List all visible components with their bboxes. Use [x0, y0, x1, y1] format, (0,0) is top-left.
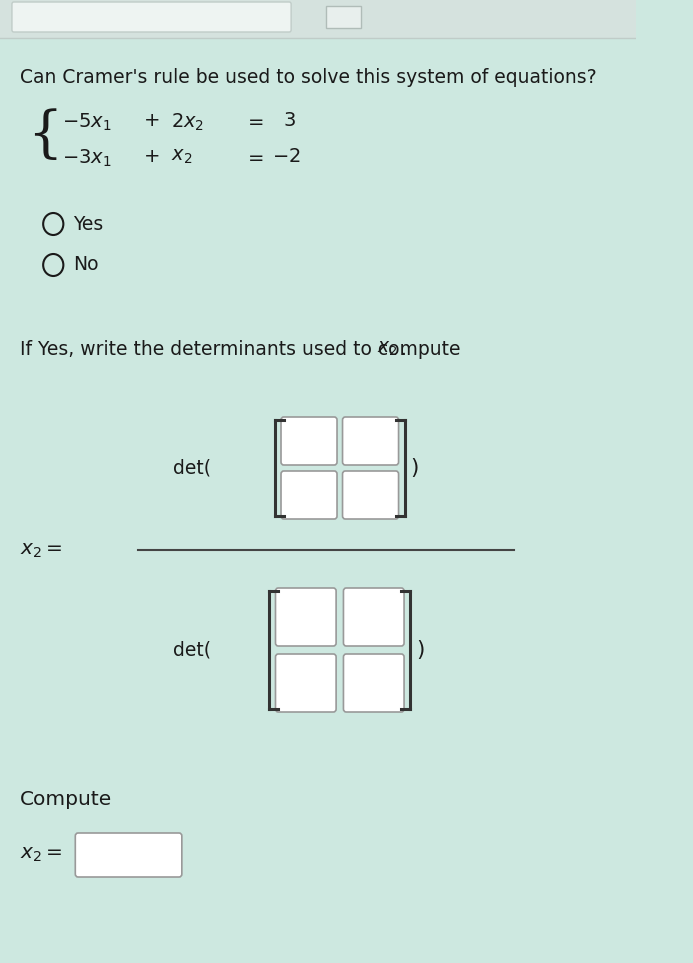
FancyBboxPatch shape [344, 654, 404, 712]
Text: $x_2 =$: $x_2 =$ [20, 846, 63, 865]
Text: $=$: $=$ [244, 112, 265, 130]
FancyBboxPatch shape [76, 833, 182, 877]
FancyBboxPatch shape [326, 6, 361, 28]
Text: det(: det( [173, 640, 211, 660]
FancyBboxPatch shape [344, 588, 404, 646]
Text: $+$: $+$ [143, 112, 159, 130]
Text: ): ) [416, 640, 424, 660]
Text: $=$: $=$ [244, 148, 265, 166]
FancyBboxPatch shape [281, 471, 337, 519]
FancyBboxPatch shape [342, 471, 398, 519]
Text: If Yes, write the determinants used to compute: If Yes, write the determinants used to c… [20, 340, 466, 359]
Text: No: No [73, 255, 99, 274]
Text: $-2$: $-2$ [272, 148, 301, 166]
Text: $2x_2$: $2x_2$ [170, 112, 204, 133]
Text: $3$: $3$ [283, 112, 296, 130]
FancyBboxPatch shape [276, 654, 336, 712]
FancyBboxPatch shape [12, 2, 291, 32]
FancyBboxPatch shape [281, 417, 337, 465]
Text: .: . [395, 340, 407, 359]
Text: Can Cramer's rule be used to solve this system of equations?: Can Cramer's rule be used to solve this … [20, 68, 597, 87]
Text: $x_2$: $x_2$ [170, 148, 192, 167]
Text: det(: det( [173, 458, 211, 478]
Text: Compute: Compute [20, 790, 112, 809]
Text: Yes: Yes [73, 215, 104, 233]
Text: ): ) [410, 458, 419, 478]
Text: $x_2 =$: $x_2 =$ [20, 540, 63, 560]
FancyBboxPatch shape [276, 588, 336, 646]
Text: $+$: $+$ [143, 148, 159, 166]
Text: $-5x_1$: $-5x_1$ [62, 112, 112, 133]
Text: $-3x_1$: $-3x_1$ [62, 148, 112, 169]
FancyBboxPatch shape [342, 417, 398, 465]
Text: {: { [28, 108, 63, 163]
FancyBboxPatch shape [0, 0, 636, 38]
Text: $x_2$: $x_2$ [378, 340, 398, 358]
